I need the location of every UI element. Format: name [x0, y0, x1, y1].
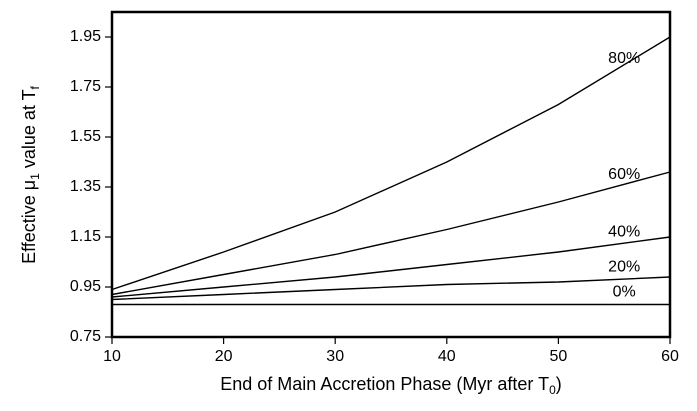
x-axis-label: End of Main Accretion Phase (Myr after T…	[220, 374, 562, 397]
series-line	[111, 171, 671, 296]
series-label: 60%	[608, 166, 640, 183]
series-label: 20%	[608, 259, 640, 276]
plot-frame	[110, 10, 672, 339]
x-tick-label: 30	[326, 348, 344, 365]
x-tick-label: 40	[438, 348, 456, 365]
x-tick-label: 60	[661, 348, 679, 365]
y-label-sub: f	[28, 85, 42, 89]
y-tick-label: 1.15	[70, 228, 101, 245]
y-tick-label: 1.75	[70, 78, 101, 95]
x-tick-label: 20	[215, 348, 233, 365]
y-tick-label: 1.95	[70, 28, 101, 45]
series-line	[111, 236, 671, 298]
x-tick-label: 10	[103, 348, 121, 365]
x-tick-label: 50	[550, 348, 568, 365]
x-label-sub: 0	[549, 383, 556, 397]
series-label: 40%	[608, 224, 640, 241]
series-label: 80%	[608, 50, 640, 67]
y-tick-label: 1.35	[70, 178, 101, 195]
y-tick-label: 0.95	[70, 278, 101, 295]
x-label-text: )	[556, 374, 562, 394]
x-label-text: End of Main Accretion Phase (Myr after T	[220, 374, 549, 394]
y-label-text: Effective μ	[19, 180, 39, 264]
series-line	[111, 36, 671, 291]
y-tick-label: 0.75	[70, 328, 101, 345]
series-label: 0%	[613, 284, 636, 301]
y-label-sub: 1	[28, 173, 42, 180]
y-label-text: value at T	[19, 89, 39, 173]
series-line	[111, 276, 671, 301]
y-axis-label: Effective μ1 value at Tf	[19, 85, 42, 263]
y-tick-label: 1.55	[70, 128, 101, 145]
